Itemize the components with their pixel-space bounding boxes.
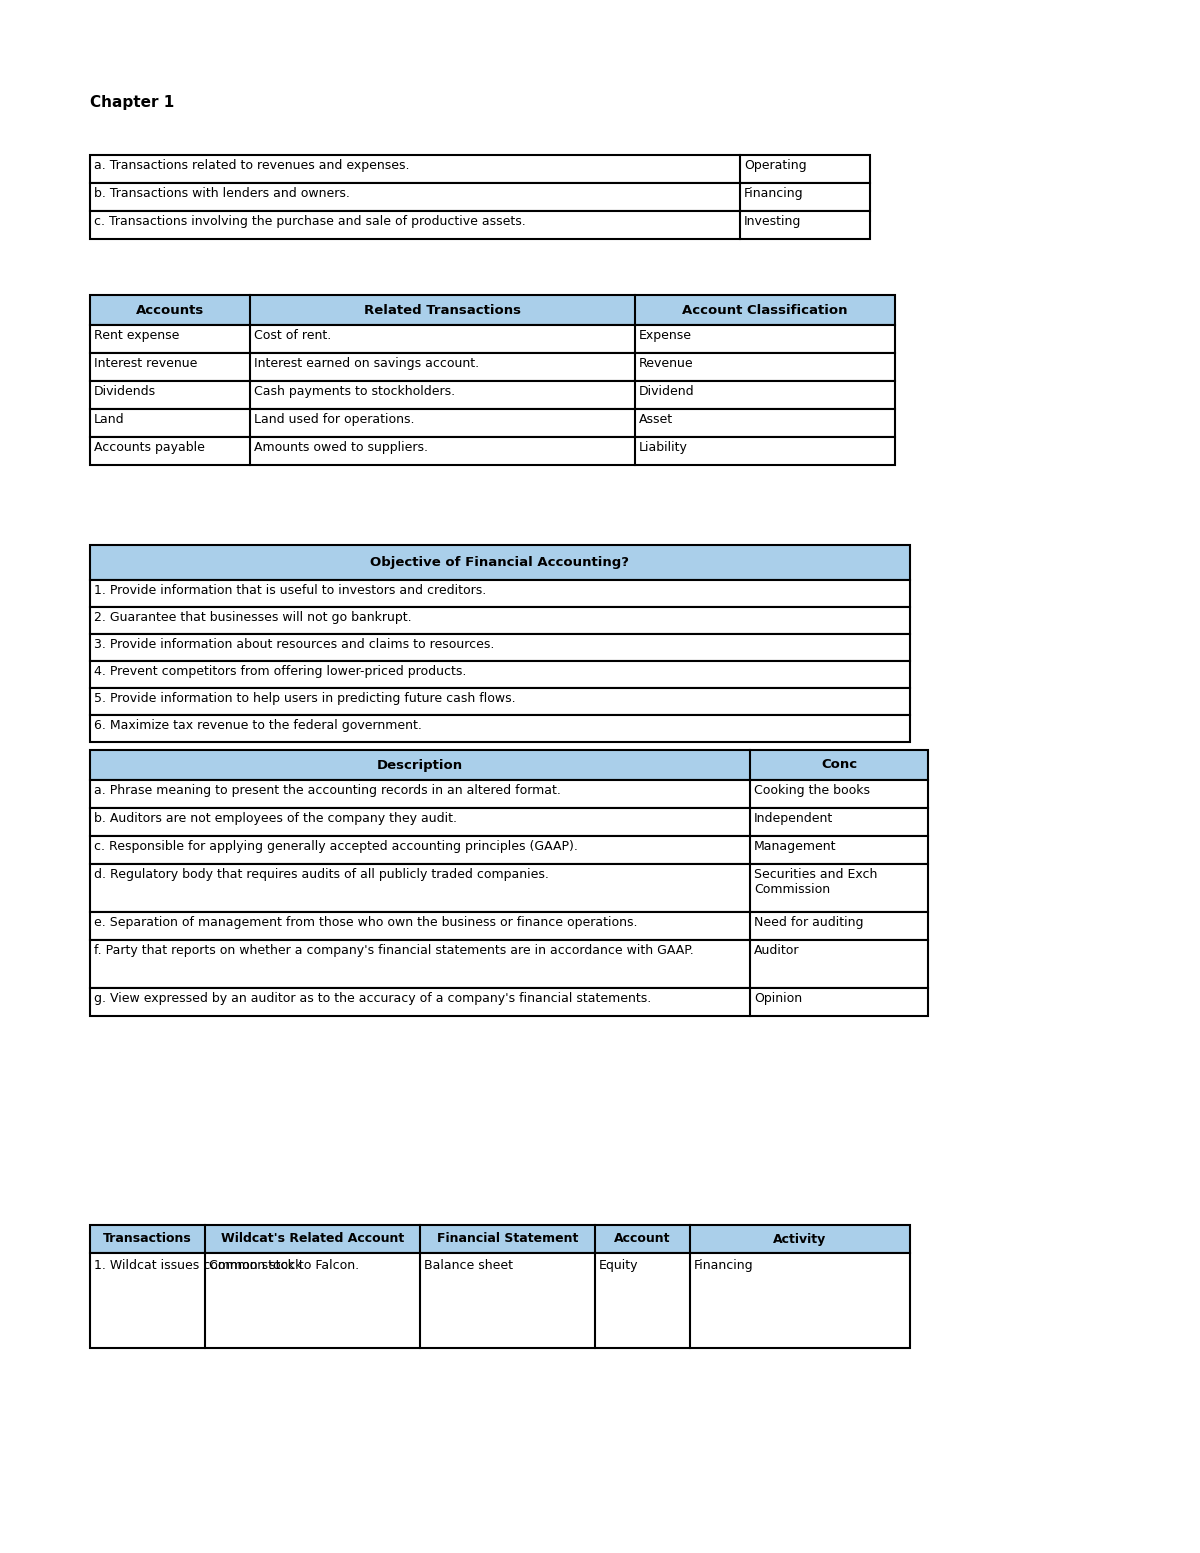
Bar bbox=[90, 634, 910, 662]
Text: c. Transactions involving the purchase and sale of productive assets.: c. Transactions involving the purchase a… bbox=[94, 214, 526, 228]
Text: Balance sheet: Balance sheet bbox=[424, 1259, 514, 1272]
Bar bbox=[90, 780, 928, 808]
Bar bbox=[90, 295, 895, 325]
Text: Interest revenue: Interest revenue bbox=[94, 357, 197, 370]
Text: Accounts payable: Accounts payable bbox=[94, 441, 205, 453]
Text: g. View expressed by an auditor as to the accuracy of a company's financial stat: g. View expressed by an auditor as to th… bbox=[94, 992, 652, 1005]
Text: 6. Maximize tax revenue to the federal government.: 6. Maximize tax revenue to the federal g… bbox=[94, 719, 422, 731]
Text: Auditor: Auditor bbox=[754, 944, 799, 957]
Text: 3. Provide information about resources and claims to resources.: 3. Provide information about resources a… bbox=[94, 638, 494, 651]
Bar bbox=[90, 988, 928, 1016]
Text: Cost of rent.: Cost of rent. bbox=[254, 329, 331, 342]
Text: Activity: Activity bbox=[773, 1233, 827, 1246]
Text: Management: Management bbox=[754, 840, 836, 853]
Bar bbox=[90, 353, 895, 380]
Text: Conc: Conc bbox=[821, 758, 857, 772]
Text: Land used for operations.: Land used for operations. bbox=[254, 413, 414, 426]
Text: Expense: Expense bbox=[640, 329, 692, 342]
Text: Rent expense: Rent expense bbox=[94, 329, 179, 342]
Text: Financial Statement: Financial Statement bbox=[437, 1233, 578, 1246]
Bar bbox=[90, 688, 910, 714]
Text: Dividends: Dividends bbox=[94, 385, 156, 398]
Text: a. Transactions related to revenues and expenses.: a. Transactions related to revenues and … bbox=[94, 158, 409, 172]
Text: Transactions: Transactions bbox=[103, 1233, 192, 1246]
Text: 1. Provide information that is useful to investors and creditors.: 1. Provide information that is useful to… bbox=[94, 584, 486, 596]
Text: Interest earned on savings account.: Interest earned on savings account. bbox=[254, 357, 479, 370]
Bar bbox=[90, 836, 928, 863]
Bar bbox=[90, 750, 928, 780]
Text: Need for auditing: Need for auditing bbox=[754, 916, 864, 929]
Bar bbox=[90, 662, 910, 688]
Bar bbox=[90, 1253, 910, 1348]
Bar bbox=[90, 912, 928, 940]
Bar bbox=[90, 380, 895, 408]
Bar bbox=[90, 545, 910, 579]
Text: Related Transactions: Related Transactions bbox=[364, 303, 521, 317]
Text: 4. Prevent competitors from offering lower-priced products.: 4. Prevent competitors from offering low… bbox=[94, 665, 467, 679]
Text: 2. Guarantee that businesses will not go bankrupt.: 2. Guarantee that businesses will not go… bbox=[94, 610, 412, 624]
Bar bbox=[90, 579, 910, 607]
Text: Dividend: Dividend bbox=[640, 385, 695, 398]
Bar bbox=[90, 607, 910, 634]
Text: Independent: Independent bbox=[754, 812, 833, 825]
Text: Account: Account bbox=[614, 1233, 671, 1246]
Text: Accounts: Accounts bbox=[136, 303, 204, 317]
Bar bbox=[90, 714, 910, 742]
Bar bbox=[90, 155, 870, 183]
Bar bbox=[90, 325, 895, 353]
Text: Opinion: Opinion bbox=[754, 992, 802, 1005]
Text: Amounts owed to suppliers.: Amounts owed to suppliers. bbox=[254, 441, 428, 453]
Text: Account Classification: Account Classification bbox=[683, 303, 847, 317]
Text: Financing: Financing bbox=[744, 186, 804, 200]
Text: b. Auditors are not employees of the company they audit.: b. Auditors are not employees of the com… bbox=[94, 812, 457, 825]
Text: Asset: Asset bbox=[640, 413, 673, 426]
Bar bbox=[90, 183, 870, 211]
Bar bbox=[90, 1225, 910, 1253]
Bar bbox=[90, 808, 928, 836]
Text: Land: Land bbox=[94, 413, 125, 426]
Text: Securities and Exch
Commission: Securities and Exch Commission bbox=[754, 868, 877, 896]
Text: Investing: Investing bbox=[744, 214, 802, 228]
Text: e. Separation of management from those who own the business or finance operation: e. Separation of management from those w… bbox=[94, 916, 637, 929]
Text: Description: Description bbox=[377, 758, 463, 772]
Text: Common stock: Common stock bbox=[209, 1259, 302, 1272]
Text: Operating: Operating bbox=[744, 158, 806, 172]
Text: Liability: Liability bbox=[640, 441, 688, 453]
Text: Chapter 1: Chapter 1 bbox=[90, 95, 174, 110]
Text: 5. Provide information to help users in predicting future cash flows.: 5. Provide information to help users in … bbox=[94, 693, 516, 705]
Text: f. Party that reports on whether a company's financial statements are in accorda: f. Party that reports on whether a compa… bbox=[94, 944, 694, 957]
Text: 1. Wildcat issues common stock to Falcon.: 1. Wildcat issues common stock to Falcon… bbox=[94, 1259, 359, 1272]
Bar bbox=[90, 408, 895, 436]
Text: c. Responsible for applying generally accepted accounting principles (GAAP).: c. Responsible for applying generally ac… bbox=[94, 840, 578, 853]
Text: Revenue: Revenue bbox=[640, 357, 694, 370]
Text: Financing: Financing bbox=[694, 1259, 754, 1272]
Text: Cash payments to stockholders.: Cash payments to stockholders. bbox=[254, 385, 455, 398]
Text: Wildcat's Related Account: Wildcat's Related Account bbox=[221, 1233, 404, 1246]
Text: d. Regulatory body that requires audits of all publicly traded companies.: d. Regulatory body that requires audits … bbox=[94, 868, 548, 881]
Bar bbox=[90, 863, 928, 912]
Text: Equity: Equity bbox=[599, 1259, 638, 1272]
Bar bbox=[90, 211, 870, 239]
Bar bbox=[90, 940, 928, 988]
Text: a. Phrase meaning to present the accounting records in an altered format.: a. Phrase meaning to present the account… bbox=[94, 784, 560, 797]
Text: b. Transactions with lenders and owners.: b. Transactions with lenders and owners. bbox=[94, 186, 350, 200]
Text: Objective of Financial Accounting?: Objective of Financial Accounting? bbox=[371, 556, 630, 568]
Bar bbox=[90, 436, 895, 464]
Text: Cooking the books: Cooking the books bbox=[754, 784, 870, 797]
